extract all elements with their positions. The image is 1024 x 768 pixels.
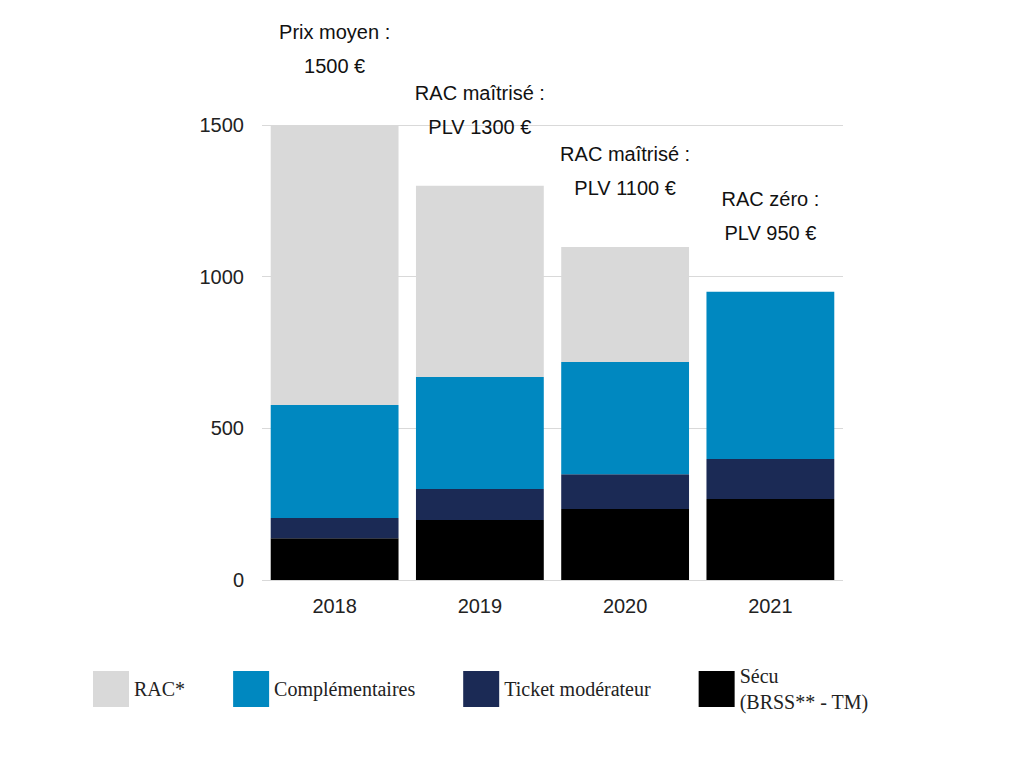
svg-text:RAC maîtrisé :: RAC maîtrisé : (415, 82, 545, 104)
svg-text:1000: 1000 (200, 266, 245, 288)
svg-text:PLV 1100 €: PLV 1100 € (574, 177, 676, 199)
svg-text:Prix moyen :: Prix moyen : (279, 21, 390, 43)
svg-text:2020: 2020 (603, 595, 648, 617)
svg-text:PLV 1300 €: PLV 1300 € (428, 116, 531, 138)
svg-text:1500 €: 1500 € (304, 55, 365, 77)
svg-text:Sécu: Sécu (740, 665, 779, 687)
svg-text:0: 0 (233, 569, 244, 591)
svg-text:RAC*: RAC* (134, 678, 185, 700)
svg-text:Ticket modérateur: Ticket modérateur (504, 678, 651, 700)
svg-text:RAC maîtrisé :: RAC maîtrisé : (560, 143, 690, 165)
svg-text:1500: 1500 (200, 114, 245, 136)
svg-text:RAC zéro :: RAC zéro : (721, 188, 819, 210)
svg-text:(BRSS** - TM): (BRSS** - TM) (740, 691, 869, 714)
svg-text:2019: 2019 (458, 595, 503, 617)
svg-text:500: 500 (211, 417, 244, 439)
svg-text:PLV 950 €: PLV 950 € (724, 222, 816, 244)
svg-text:2021: 2021 (748, 595, 793, 617)
svg-text:2018: 2018 (312, 595, 357, 617)
svg-text:Complémentaires: Complémentaires (274, 678, 415, 701)
